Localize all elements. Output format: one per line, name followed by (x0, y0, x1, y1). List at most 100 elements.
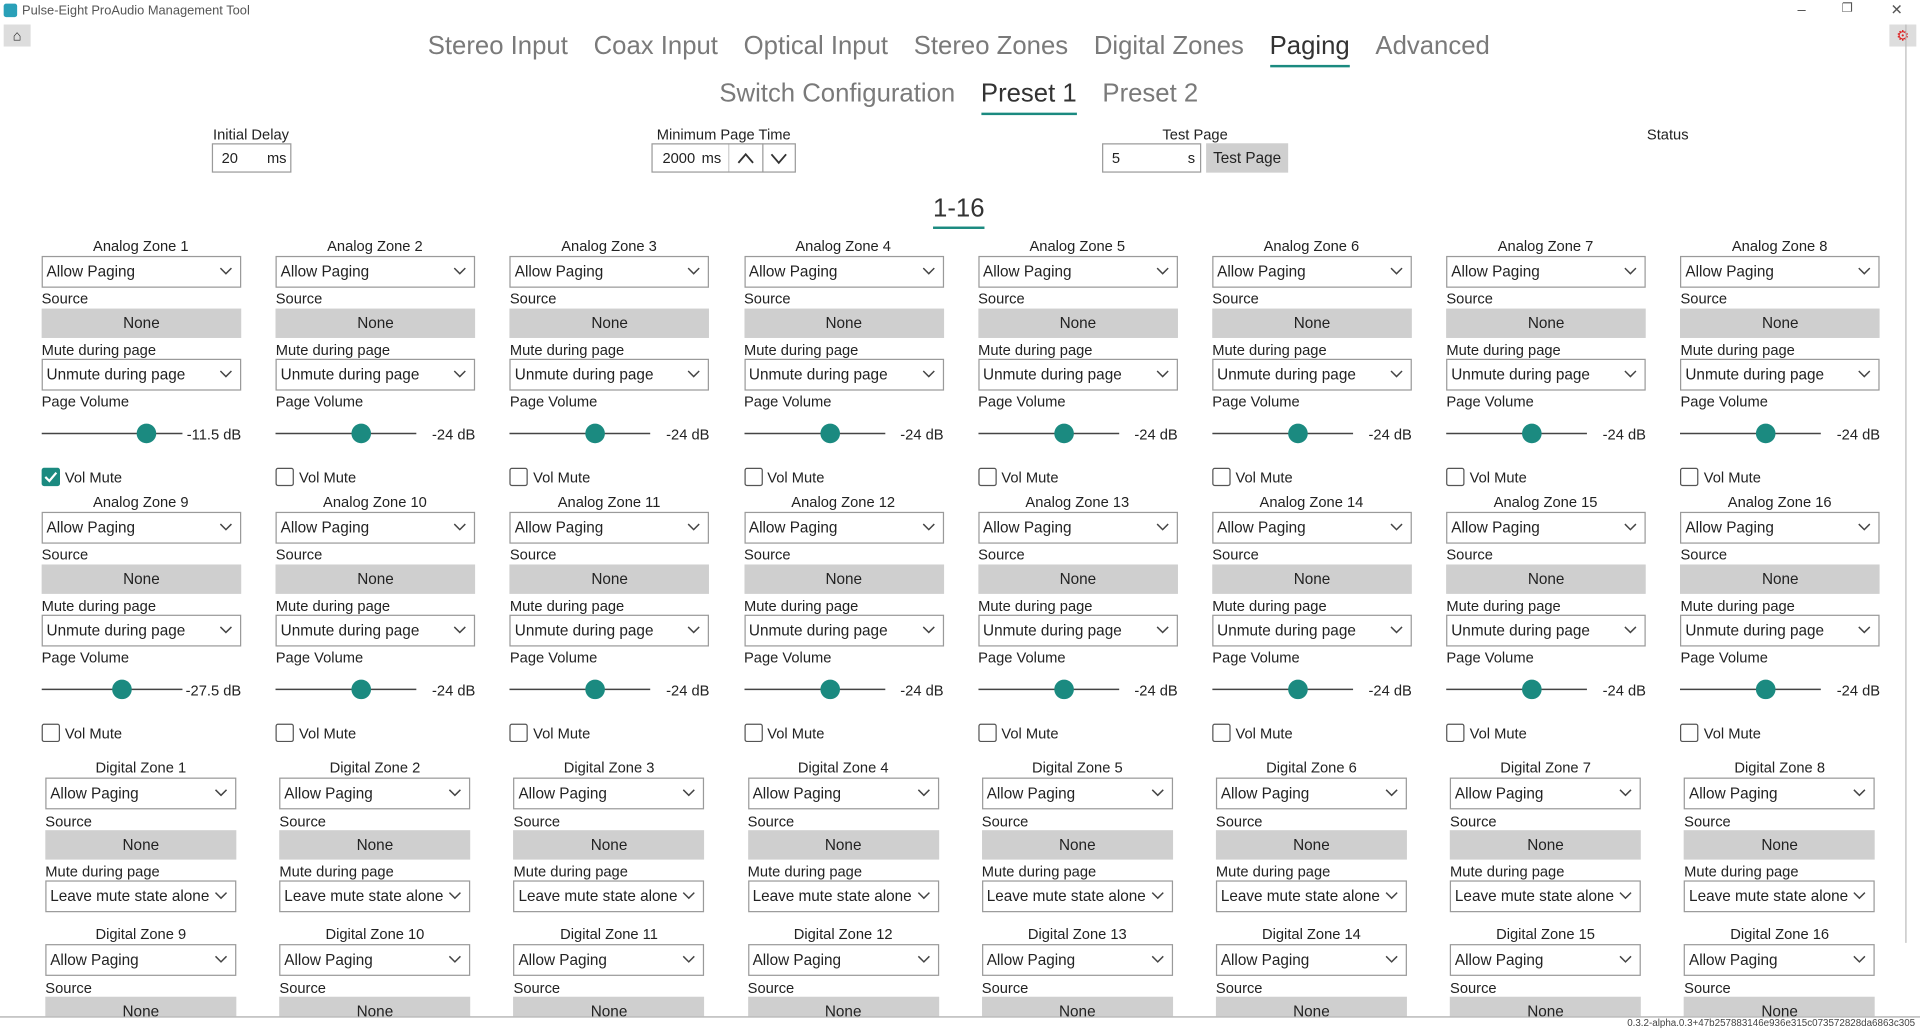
slider-thumb[interactable] (1522, 679, 1542, 700)
dropdown[interactable]: Allow Paging (1684, 944, 1876, 976)
source-button[interactable]: None (275, 564, 476, 594)
checkbox[interactable] (509, 723, 529, 743)
input-box[interactable] (1102, 143, 1202, 173)
dropdown[interactable]: Allow Paging (743, 255, 944, 288)
checkbox[interactable] (1446, 467, 1465, 487)
source-button[interactable]: None (513, 996, 705, 1017)
source-button[interactable]: None (978, 564, 1178, 594)
dropdown[interactable]: Allow Paging (743, 511, 944, 544)
dropdown[interactable]: Allow Paging (509, 511, 710, 544)
dropdown[interactable]: Unmute during page (41, 358, 242, 391)
checkbox[interactable] (978, 723, 997, 743)
checkbox[interactable] (1212, 467, 1231, 487)
source-button[interactable]: None (1446, 308, 1646, 338)
checkbox[interactable] (978, 467, 997, 487)
dropdown[interactable]: Allow Paging (978, 511, 1178, 544)
dropdown[interactable]: Unmute during page (1446, 614, 1646, 647)
checkbox[interactable] (1680, 467, 1699, 487)
tab[interactable]: Switch Configuration (719, 79, 956, 108)
dropdown[interactable]: Allow Paging (1215, 777, 1407, 810)
slider-thumb[interactable] (351, 679, 372, 700)
volume-slider[interactable] (1680, 421, 1824, 445)
input-box[interactable] (651, 143, 796, 173)
source-button[interactable]: None (1450, 830, 1642, 860)
dropdown[interactable]: Allow Paging (1212, 255, 1412, 288)
dropdown[interactable]: Allow Paging (41, 255, 242, 288)
source-button[interactable]: None (743, 564, 944, 594)
dropdown[interactable]: Allow Paging (1212, 511, 1412, 544)
source-button[interactable]: None (41, 564, 242, 594)
slider-thumb[interactable] (819, 423, 840, 444)
source-button[interactable]: None (1684, 830, 1876, 860)
source-button[interactable]: None (509, 564, 710, 594)
source-button[interactable]: None (509, 308, 710, 338)
dropdown[interactable]: Leave mute state alone (279, 880, 471, 913)
slider-thumb[interactable] (1756, 423, 1776, 444)
dropdown[interactable]: Allow Paging (45, 777, 237, 810)
dropdown[interactable]: Unmute during page (978, 358, 1178, 391)
dropdown[interactable]: Allow Paging (1446, 255, 1646, 288)
tab[interactable]: Paging (1269, 32, 1350, 68)
dropdown[interactable]: Allow Paging (1680, 511, 1881, 544)
dropdown[interactable]: Leave mute state alone (513, 880, 705, 913)
slider-thumb[interactable] (351, 423, 372, 444)
dropdown[interactable]: Allow Paging (1680, 255, 1881, 288)
volume-slider[interactable] (275, 677, 420, 701)
slider-thumb[interactable] (112, 679, 132, 700)
volume-slider[interactable] (41, 421, 186, 445)
volume-slider[interactable] (509, 677, 654, 701)
source-button[interactable]: None (41, 308, 242, 338)
volume-slider[interactable] (1446, 677, 1590, 701)
dropdown[interactable]: Allow Paging (981, 944, 1173, 976)
source-button[interactable]: None (1212, 564, 1412, 594)
source-button[interactable]: None (1215, 996, 1407, 1017)
checkbox[interactable] (41, 723, 61, 743)
dropdown[interactable]: Unmute during page (743, 358, 944, 391)
volume-slider[interactable] (1680, 677, 1824, 701)
dropdown[interactable]: Allow Paging (513, 777, 705, 810)
source-button[interactable]: None (45, 830, 237, 860)
close-button[interactable]: ✕ (1890, 1, 1903, 19)
source-button[interactable]: None (978, 308, 1178, 338)
settings-button[interactable]: ⚙ (1889, 24, 1917, 47)
checkbox[interactable] (743, 467, 763, 487)
source-button[interactable]: None (279, 996, 471, 1017)
dropdown[interactable]: Unmute during page (743, 614, 944, 647)
checkbox[interactable] (275, 467, 295, 487)
minimize-button[interactable]: – (1797, 1, 1806, 19)
source-button[interactable]: None (513, 830, 705, 860)
dropdown[interactable]: Unmute during page (978, 614, 1178, 647)
slider-thumb[interactable] (1288, 679, 1308, 700)
dropdown[interactable]: Allow Paging (279, 777, 471, 810)
tab[interactable]: Stereo Input (427, 31, 568, 61)
slider-thumb[interactable] (1522, 423, 1542, 444)
volume-slider[interactable] (509, 421, 654, 445)
source-button[interactable]: None (1450, 996, 1642, 1017)
source-button[interactable]: None (1680, 308, 1881, 338)
dropdown[interactable]: Allow Paging (1215, 944, 1407, 976)
slider-thumb[interactable] (585, 679, 606, 700)
dropdown[interactable]: Leave mute state alone (981, 880, 1173, 913)
checkbox[interactable] (509, 467, 529, 487)
dropdown[interactable]: Allow Paging (978, 255, 1178, 288)
source-button[interactable]: None (747, 830, 939, 860)
spin-buttons[interactable] (728, 143, 796, 173)
dropdown[interactable]: Unmute during page (1212, 358, 1412, 391)
slider-thumb[interactable] (1054, 423, 1074, 444)
dropdown[interactable]: Allow Paging (279, 944, 471, 976)
dropdown[interactable]: Leave mute state alone (1215, 880, 1407, 913)
dropdown[interactable]: Allow Paging (981, 777, 1173, 810)
dropdown[interactable]: Allow Paging (1450, 777, 1642, 810)
slider-thumb[interactable] (819, 679, 840, 700)
dropdown[interactable]: Unmute during page (41, 614, 242, 647)
source-button[interactable]: None (747, 996, 939, 1017)
source-button[interactable]: None (1446, 564, 1646, 594)
source-button[interactable]: None (1215, 830, 1407, 860)
dropdown[interactable]: Unmute during page (1680, 358, 1881, 391)
checkbox[interactable] (1446, 723, 1465, 743)
dropdown[interactable]: Allow Paging (1450, 944, 1642, 976)
slider-thumb[interactable] (1288, 423, 1308, 444)
dropdown[interactable]: Allow Paging (509, 255, 710, 288)
volume-slider[interactable] (1212, 421, 1356, 445)
tab[interactable]: Digital Zones (1093, 31, 1244, 61)
